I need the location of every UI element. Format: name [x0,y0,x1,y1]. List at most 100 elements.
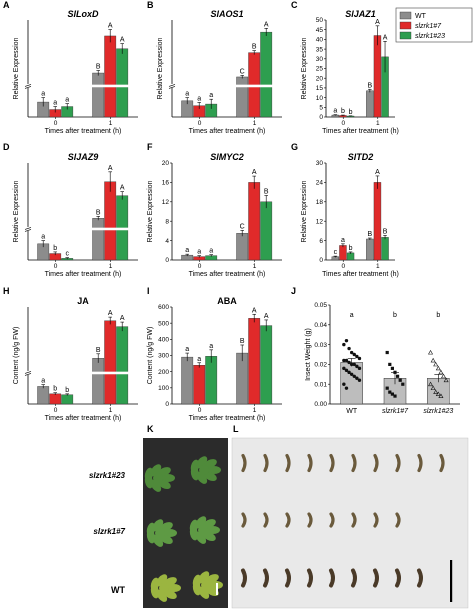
data-point [355,364,359,369]
bar-slzrk1#23-0 [205,356,218,405]
significance-label: a [185,247,189,254]
x-axis-label-C: Times after treatment (h) [322,128,399,135]
axis-break-mark [168,86,176,89]
y-axis-label-C: Relative Expression [301,37,308,99]
data-point [388,390,392,394]
chart-title-G: SlTD2 [348,152,374,162]
significance-label: a [185,346,189,353]
significance-label: b [349,245,353,252]
significance-label: B [368,231,373,238]
data-point [352,362,356,367]
leaf [195,516,207,529]
bar-slzrk1#23-1 [260,201,273,261]
x-tick-label: WT [346,408,358,415]
legend-swatch [399,21,412,30]
data-point [438,393,444,398]
larva [329,453,335,473]
bar-WT-1 [366,90,374,118]
panel-label-L: L [233,424,239,434]
axis-break-band [31,371,137,375]
y-tick-label: 0.02 [314,362,327,369]
y-tick-label: 0.00 [314,401,327,408]
y-tick-label: 0 [165,401,169,408]
y-axis-label-B: Relative Expression [157,37,164,99]
significance-label: A [108,310,113,317]
x-axis-label-A: Times after treatment (h) [45,128,122,135]
bar-slzrk1#23-1 [381,237,389,261]
x-tick-label: 1 [253,263,257,270]
leaf-center [159,583,169,593]
x-tick-label: 1 [109,407,113,414]
significance-label: b [349,109,353,116]
significance-label: a [350,312,354,319]
significance-label: b [53,245,57,252]
legend-swatch [399,31,412,40]
significance-label: a [41,234,45,241]
leaf [152,519,164,532]
y-tick-label: 300 [158,353,169,360]
data-point [342,382,346,386]
y-tick-label: 0.04 [314,322,327,329]
larva [307,453,313,473]
axis-break-mark [24,227,32,230]
chart-title-D: SlJAZ9 [68,152,99,162]
leaf-center [155,528,165,538]
panel-label-B: B [147,0,154,10]
data-point [357,356,362,361]
significance-label: a [209,92,213,99]
data-point [388,362,392,366]
data-point [428,349,434,355]
bar-slzrk1#7-1 [104,320,117,405]
data-point [438,369,444,375]
panel-label-J: J [291,286,296,296]
significance-label: A [252,307,257,314]
significance-label: c [65,251,69,258]
larva [395,453,401,473]
significance-label: C [240,68,245,75]
significance-label: a [197,356,201,363]
data-point [355,354,359,359]
chart-title-I: ABA [217,296,237,306]
significance-label: B [240,338,245,345]
data-point [349,372,354,376]
axis-break-mark [24,84,32,87]
scale-bar-K [216,583,218,595]
panel-label-G: G [291,142,298,152]
y-tick-label: 30 [316,56,324,63]
axis-break-gap [25,370,31,375]
chart-title-F: SlMYC2 [210,152,244,162]
x-tick-label: 1 [109,263,113,270]
significance-label: B [264,188,269,195]
photo-L-background [231,437,469,609]
significance-label: a [53,100,57,107]
data-point [344,338,349,343]
larva [263,512,269,528]
x-tick-label: 1 [376,263,380,270]
significance-label: A [264,21,269,28]
leaf-center [153,473,163,483]
leaf [163,529,177,537]
significance-label: A [120,37,125,44]
larva [263,453,269,473]
panel-D: D SlJAZ9 Relative Expression 0 a b c 1 B A A Times … [3,142,138,278]
bar-slzrk1#23-1 [260,325,273,405]
data-point [441,373,447,379]
larva [373,568,379,588]
larva [351,512,357,528]
bar-slzrk1#7-1 [248,318,261,405]
data-point [385,350,389,355]
x-tick-label: 0 [198,263,202,270]
y-tick-label: 0 [319,114,323,121]
axis-break-mark [24,229,32,232]
scale-bar-L [450,560,453,602]
significance-label: A [252,169,257,176]
x-axis-label-H: Times after treatment (h) [45,415,122,422]
larva [373,512,379,528]
y-tick-label: 0.01 [314,381,327,388]
data-point [396,374,400,378]
data-point [435,365,441,371]
significance-label: B [96,63,101,70]
y-axis-label-G: Relative Expression [301,180,308,242]
data-point [435,391,441,396]
